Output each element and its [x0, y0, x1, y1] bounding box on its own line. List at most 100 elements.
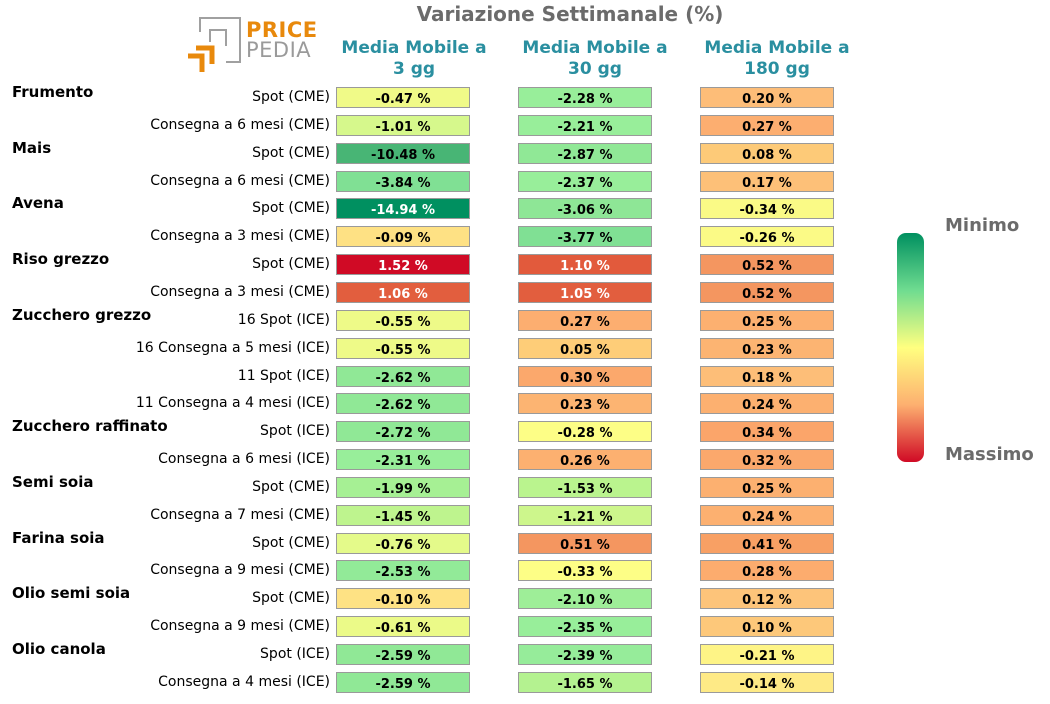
- legend-max-label: Massimo: [945, 444, 1034, 465]
- value-cell: -0.10 %: [336, 588, 470, 610]
- value-cell: 0.51 %: [518, 532, 652, 554]
- value-cell: -2.62 %: [336, 393, 470, 415]
- value-cell: 0.24 %: [700, 504, 834, 526]
- row-label: Spot (ICE): [260, 646, 330, 662]
- value-cell: -2.87 %: [518, 142, 652, 164]
- value-cell: 0.08 %: [700, 142, 834, 164]
- value-cell: 1.05 %: [518, 281, 652, 303]
- value-cell: 0.23 %: [518, 393, 652, 415]
- value-cell: -2.53 %: [336, 560, 470, 582]
- column-header-3: Media Mobile a 180 gg: [704, 38, 850, 79]
- value-cell: -3.84 %: [336, 170, 470, 192]
- row-label: Consegna a 6 mesi (CME): [150, 116, 330, 133]
- value-cell: -2.21 %: [518, 114, 652, 136]
- value-cell: 1.10 %: [518, 254, 652, 276]
- value-cell: 0.23 %: [700, 337, 834, 359]
- value-cell: -0.26 %: [700, 226, 834, 248]
- value-cell: -14.94 %: [336, 198, 470, 220]
- value-cell: -1.45 %: [336, 504, 470, 526]
- group-label: Olio semi soia: [12, 584, 131, 603]
- value-cell: -0.14 %: [700, 671, 834, 693]
- value-cell: -0.55 %: [336, 309, 470, 331]
- value-cell: -0.34 %: [700, 198, 834, 220]
- row-label: Consegna a 4 mesi (ICE): [158, 673, 330, 690]
- value-cell: -10.48 %: [336, 142, 470, 164]
- row-label: Spot (CME): [252, 256, 330, 273]
- value-cell: -1.21 %: [518, 504, 652, 526]
- value-cell: -1.01 %: [336, 114, 470, 136]
- value-cell: -0.09 %: [336, 226, 470, 248]
- value-cell: -0.47 %: [336, 87, 470, 108]
- group-label: Avena: [12, 194, 64, 213]
- value-cell: -2.59 %: [336, 644, 470, 665]
- row-label: 16 Spot (ICE): [237, 311, 330, 328]
- value-cell: -2.37 %: [518, 170, 652, 192]
- value-cell: -3.77 %: [518, 226, 652, 248]
- group-label: Olio canola: [12, 640, 106, 658]
- value-cell: -2.62 %: [336, 365, 470, 387]
- value-cell: -2.31 %: [336, 449, 470, 471]
- row-label: 16 Consegna a 5 mesi (ICE): [135, 339, 330, 356]
- value-cell: 0.32 %: [700, 449, 834, 471]
- value-cell: -0.55 %: [336, 337, 470, 359]
- row-label: Spot (ICE): [260, 423, 330, 440]
- group-label: Zucchero grezzo: [12, 305, 152, 324]
- group-label: Frumento: [12, 83, 94, 101]
- value-cell: 0.30 %: [518, 365, 652, 387]
- value-cell: 0.20 %: [700, 87, 834, 108]
- logo-text-pedia: PEDIA: [246, 38, 312, 62]
- logo-mark-icon: [188, 17, 241, 72]
- value-cell: -1.53 %: [518, 476, 652, 498]
- row-label: Consegna a 6 mesi (CME): [150, 172, 330, 189]
- legend-min-label: Minimo: [945, 215, 1020, 236]
- row-label: Spot (CME): [252, 89, 330, 105]
- row-label: Consegna a 3 mesi (CME): [150, 283, 330, 300]
- group-label: Zucchero raffinato: [12, 417, 168, 436]
- row-label: Spot (CME): [252, 200, 330, 217]
- row-label: Spot (CME): [252, 144, 330, 161]
- value-cell: 0.12 %: [700, 588, 834, 610]
- value-cell: 0.24 %: [700, 393, 834, 415]
- row-label: Spot (CME): [252, 590, 330, 607]
- value-cell: -1.99 %: [336, 476, 470, 498]
- value-cell: 0.52 %: [700, 281, 834, 303]
- row-label: 11 Spot (ICE): [237, 367, 330, 384]
- value-cell: 0.25 %: [700, 309, 834, 331]
- row-label: Consegna a 6 mesi (ICE): [158, 451, 330, 468]
- value-cell: -0.61 %: [336, 616, 470, 638]
- value-cell: 0.52 %: [700, 254, 834, 276]
- color-scale-bar: [897, 233, 924, 462]
- row-label: Consegna a 9 mesi (CME): [150, 562, 330, 579]
- row-label: Spot (CME): [252, 534, 330, 551]
- column-header-2: Media Mobile a 30 gg: [522, 38, 668, 79]
- value-cell: 0.05 %: [518, 337, 652, 359]
- value-cell: -2.59 %: [336, 671, 470, 693]
- row-label: Consegna a 3 mesi (CME): [150, 228, 330, 245]
- row-label: Spot (CME): [252, 478, 330, 495]
- row-label: Consegna a 7 mesi (CME): [150, 506, 330, 523]
- value-cell: 0.26 %: [518, 449, 652, 471]
- group-label: Riso grezzo: [12, 250, 110, 269]
- value-cell: -2.39 %: [518, 644, 652, 665]
- value-cell: 0.18 %: [700, 365, 834, 387]
- value-cell: -2.72 %: [336, 421, 470, 443]
- value-cell: 1.06 %: [336, 281, 470, 303]
- pricepedia-logo: PRICE PEDIA: [186, 16, 317, 76]
- value-cell: -2.35 %: [518, 616, 652, 638]
- value-cell: -0.28 %: [518, 421, 652, 443]
- chart-title: Variazione Settimanale (%): [416, 2, 724, 26]
- group-label: Semi soia: [12, 472, 94, 491]
- value-cell: 0.27 %: [518, 309, 652, 331]
- group-label: Mais: [12, 138, 52, 157]
- row-label: Consegna a 9 mesi (CME): [150, 618, 330, 635]
- value-cell: 0.28 %: [700, 560, 834, 582]
- value-cell: -2.10 %: [518, 588, 652, 610]
- value-cell: 0.25 %: [700, 476, 834, 498]
- value-cell: -1.65 %: [518, 671, 652, 693]
- value-cell: -0.21 %: [700, 644, 834, 665]
- value-cell: 0.10 %: [700, 616, 834, 638]
- value-cell: 0.41 %: [700, 532, 834, 554]
- value-cell: -3.06 %: [518, 198, 652, 220]
- value-cell: 1.52 %: [336, 254, 470, 276]
- value-cell: -0.33 %: [518, 560, 652, 582]
